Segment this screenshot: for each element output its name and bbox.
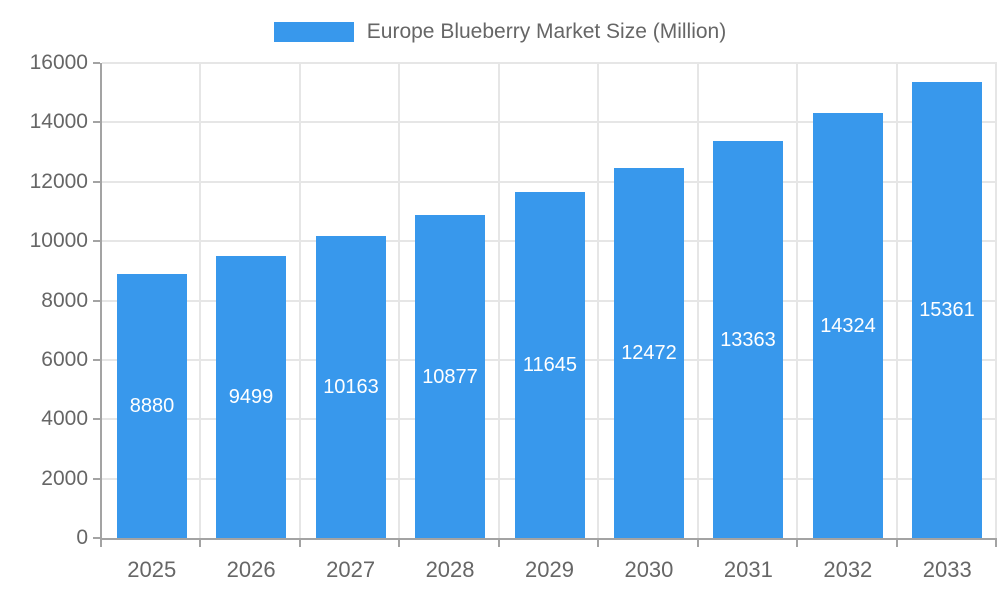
v-gridline xyxy=(696,63,699,538)
y-axis-tick xyxy=(93,299,100,302)
x-tick-label: 2027 xyxy=(326,557,376,582)
v-gridline xyxy=(398,63,401,538)
x-axis-tick xyxy=(796,540,799,547)
legend-label: Europe Blueberry Market Size (Million) xyxy=(366,20,727,43)
bar: 10163 xyxy=(316,236,386,538)
x-axis-tick xyxy=(895,540,898,547)
v-gridline xyxy=(796,63,799,538)
x-tick-label: 2033 xyxy=(922,557,972,582)
legend-swatch xyxy=(273,22,354,42)
bar-value-label: 10877 xyxy=(422,365,478,388)
y-tick-label: 10000 xyxy=(29,229,88,253)
y-axis-tick xyxy=(93,180,100,183)
legend[interactable]: Europe Blueberry Market Size (Million) xyxy=(0,20,1000,44)
bar-value-label: 15361 xyxy=(919,299,975,321)
x-axis-tick xyxy=(199,540,202,547)
x-axis-line xyxy=(100,538,997,540)
y-tick-label: 4000 xyxy=(41,407,88,431)
bar: 12472 xyxy=(614,168,684,538)
y-axis-tick xyxy=(93,62,100,64)
x-tick-label: 2026 xyxy=(226,557,276,582)
x-axis-tick xyxy=(398,540,401,547)
y-axis-tick xyxy=(93,537,100,539)
bar: 15361 xyxy=(912,82,982,538)
bar-value-label: 12472 xyxy=(621,342,677,364)
x-axis-tick xyxy=(298,540,301,547)
x-tick-label: 2028 xyxy=(425,557,475,582)
v-gridline xyxy=(199,63,202,538)
x-tick-label: 2032 xyxy=(823,557,873,582)
y-axis-tick xyxy=(93,358,100,361)
y-tick-label: 16000 xyxy=(29,51,88,74)
bar-value-label: 13363 xyxy=(720,328,776,351)
bar: 13363 xyxy=(713,141,783,538)
v-gridline xyxy=(497,63,500,538)
bar-value-label: 14324 xyxy=(820,314,876,337)
v-gridline xyxy=(298,63,301,538)
bar-value-label: 8880 xyxy=(129,395,175,417)
h-gridline xyxy=(102,180,997,183)
v-gridline xyxy=(895,63,898,538)
y-tick-label: 6000 xyxy=(41,347,88,371)
y-axis-tick xyxy=(93,477,100,480)
y-tick-label: 14000 xyxy=(29,110,88,134)
y-tick-label: 2000 xyxy=(41,466,88,490)
y-axis-tick xyxy=(93,418,100,421)
y-tick-label: 0 xyxy=(76,526,88,549)
y-axis-tick xyxy=(93,240,100,243)
x-axis-tick xyxy=(100,540,102,547)
y-tick-label: 8000 xyxy=(41,288,88,312)
bar-value-label: 11645 xyxy=(522,354,578,376)
plot-area: 8880 9499 10163 10877 11645 12472 13363 14324 15… xyxy=(102,62,997,538)
bar: 8880 xyxy=(117,274,187,538)
v-gridline xyxy=(995,63,997,538)
x-tick-label: 2029 xyxy=(525,557,574,582)
x-tick-label: 2031 xyxy=(723,557,773,582)
bar: 14324 xyxy=(813,113,883,538)
x-axis-tick xyxy=(696,540,699,547)
x-tick-label: 2025 xyxy=(127,557,177,582)
bar: 9499 xyxy=(216,256,286,538)
y-tick-label: 12000 xyxy=(29,169,88,193)
x-tick-label: 2030 xyxy=(624,557,674,582)
x-axis-tick xyxy=(497,540,500,547)
x-axis-tick xyxy=(995,540,997,547)
bar: 10877 xyxy=(415,215,485,538)
h-gridline xyxy=(102,62,997,64)
bar: 11645 xyxy=(515,192,585,538)
v-gridline xyxy=(597,63,600,538)
y-axis-tick xyxy=(93,121,100,124)
y-axis-line xyxy=(100,63,102,540)
bar-value-label: 10163 xyxy=(323,376,379,398)
x-axis-tick xyxy=(597,540,600,547)
bar-value-label: 9499 xyxy=(228,386,274,408)
h-gridline xyxy=(102,121,997,124)
